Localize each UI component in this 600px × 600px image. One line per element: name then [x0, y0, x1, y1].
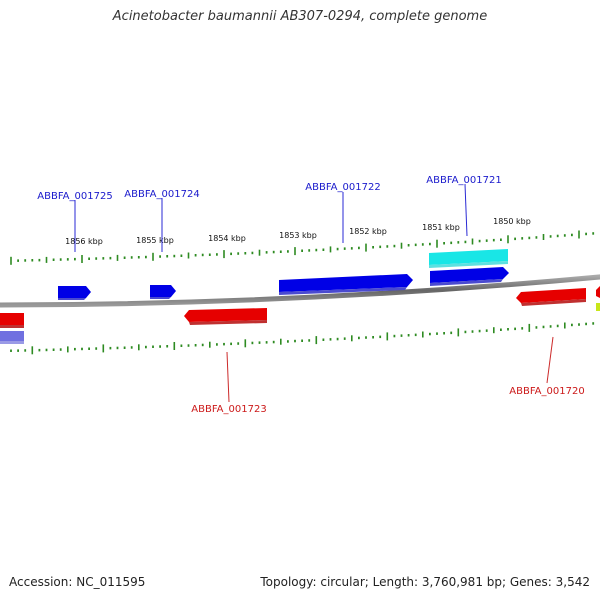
- gene-arrow-ABBFA_001722[interactable]: [279, 274, 413, 295]
- topology-summary: Topology: circular; Length: 3,760,981 bp…: [260, 575, 590, 589]
- accession-text: Accession: NC_011595: [9, 575, 146, 589]
- gene-label-ABBFA_001725[interactable]: ABBFA_001725: [37, 191, 112, 202]
- gene-arrow-ABBFA_001725[interactable]: [58, 286, 91, 300]
- gene-arrow-ABBFA_001721-highlight[interactable]: [429, 249, 508, 268]
- gene-label-ABBFA_001723[interactable]: ABBFA_001723: [191, 404, 266, 415]
- gene-arrow-right-edge[interactable]: [596, 286, 600, 311]
- tick-label-1851kbp: 1851 kbp: [422, 223, 460, 232]
- tick-label-1853kbp: 1853 kbp: [279, 231, 317, 240]
- gene-label-ABBFA_001720[interactable]: ABBFA_001720: [509, 386, 584, 397]
- forward-genes: [58, 249, 509, 300]
- gene-arrow-left-faded[interactable]: [0, 331, 24, 344]
- upper-tick-track: [10, 230, 595, 265]
- gene-label-ABBFA_001722[interactable]: ABBFA_001722: [305, 182, 380, 193]
- tick-label-1854kbp: 1854 kbp: [208, 234, 246, 243]
- tick-label-1850kbp: 1850 kbp: [493, 217, 531, 226]
- gene-label-ABBFA_001721[interactable]: ABBFA_001721: [426, 175, 501, 186]
- tick-label-1852kbp: 1852 kbp: [349, 227, 387, 236]
- gene-arrow-left-reverse[interactable]: [0, 313, 24, 328]
- scale-labels: 1856 kbp 1855 kbp 1854 kbp 1853 kbp 1852…: [65, 217, 531, 246]
- gene-arrow-ABBFA_001724[interactable]: [150, 285, 176, 299]
- tick-label-1856kbp: 1856 kbp: [65, 237, 103, 246]
- gene-arrow-ABBFA_001720[interactable]: [516, 288, 586, 306]
- gene-labels: ABBFA_001725 ABBFA_001724 ABBFA_001722 A…: [37, 175, 584, 415]
- tick-label-1855kbp: 1855 kbp: [136, 236, 174, 245]
- genome-backbone: [0, 274, 600, 308]
- lower-tick-track: [10, 322, 595, 355]
- page-title: Acinetobacter baumannii AB307-0294, comp…: [112, 9, 488, 24]
- gene-arrow-ABBFA_001721[interactable]: [430, 267, 509, 286]
- gene-arrow-ABBFA_001723[interactable]: [184, 308, 267, 325]
- reverse-genes: [0, 286, 600, 344]
- gene-label-ABBFA_001724[interactable]: ABBFA_001724: [124, 189, 199, 200]
